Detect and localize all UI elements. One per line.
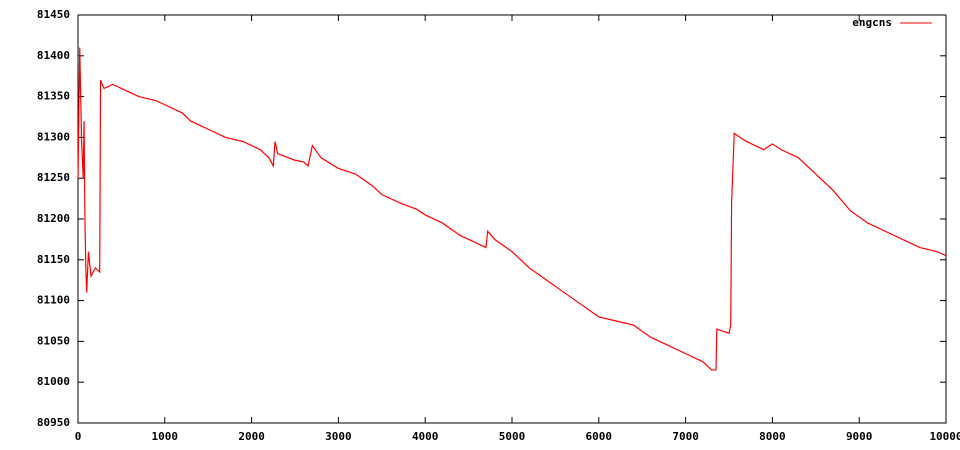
plot-frame [77,14,947,424]
y-tick-label: 81100 [37,294,70,307]
y-tick-label: 81050 [37,334,70,347]
y-tick-label: 81450 [37,8,70,21]
y-tick-label: 81350 [37,90,70,103]
y-tick-label: 81250 [37,171,70,184]
x-tick-label: 5000 [499,430,526,443]
data-line [77,47,947,371]
y-tick-label: 81400 [37,49,70,62]
legend-label: engcns [852,16,892,29]
x-tick-label: 10000 [929,430,960,443]
x-tick-label: 7000 [672,430,699,443]
y-tick-label: 80950 [37,416,70,429]
x-tick-label: 9000 [846,430,873,443]
x-tick-label: 4000 [412,430,439,443]
y-tick-label: 81200 [37,212,70,225]
y-tick-label: 81300 [37,130,70,143]
x-tick-label: 8000 [759,430,786,443]
y-tick-label: 81150 [37,253,70,266]
x-tick-label: 1000 [152,430,179,443]
y-tick-label: 81000 [37,375,70,388]
x-tick-label: 6000 [586,430,613,443]
x-tick-label: 3000 [325,430,352,443]
x-tick-label: 2000 [238,430,265,443]
x-tick-label: 0 [75,430,82,443]
